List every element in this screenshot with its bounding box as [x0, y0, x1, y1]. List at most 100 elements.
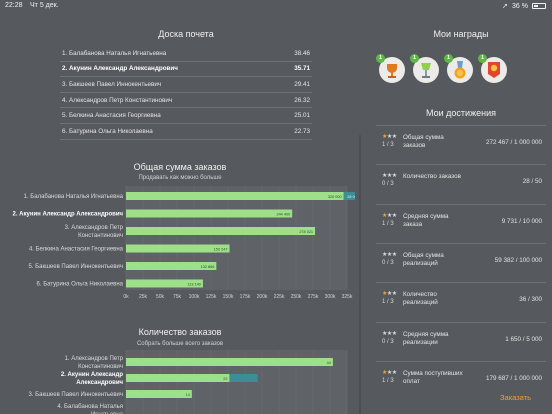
award-count: 1 [478, 54, 487, 63]
achievement-value: 272 467 / 1 000 000 [485, 139, 542, 146]
honor-row: 4. Александров Петр Константинович 26.32 [60, 93, 312, 109]
achievement-item[interactable]: ★★★ 1 / 3 Количество реализаций 36 / 300 [376, 282, 546, 321]
achievement-name: Общая сумма реализаций [403, 251, 444, 267]
honor-score: 35.71 [294, 65, 310, 73]
achievements-title: Мои достижения [426, 108, 496, 118]
data-label: 320 000 [328, 195, 342, 199]
achievement-item[interactable]: ★★★ 0 / 3 Средняя сумма реализации 1 650 / … [376, 321, 546, 361]
data-label: 244 400 [276, 212, 290, 216]
achievement-progress: 1 / 3 [382, 142, 394, 148]
data-label: 14 [186, 393, 190, 397]
award-gold-cup[interactable]: 1 [376, 54, 405, 83]
battery-percent: 36 % [512, 2, 528, 10]
honor-name: 4. Александров Петр Константинович [62, 96, 173, 104]
data-label: 22 [223, 377, 227, 381]
honor-score: 22.73 [294, 127, 310, 135]
honor-name: 5. Белкина Анастасия Георгиевна [62, 112, 161, 120]
honor-row: 3. Бакшеев Павел Иннокентьевич 29.41 [60, 77, 312, 93]
achievement-item[interactable]: ★★★ 1 / 3 Общая сумма заказов 272 467 / 1 0… [376, 125, 546, 164]
redeem-button[interactable]: Заказать [500, 393, 532, 402]
chart1-subtitle: Продавать как можно больше [138, 175, 222, 181]
tick-label: 100k [189, 294, 200, 300]
plot-area [126, 186, 347, 290]
achievement-value: 59 382 / 100 000 [494, 256, 542, 264]
star-rating-icon: ★★★ [382, 173, 397, 180]
honor-score: 25.01 [294, 112, 310, 120]
chart1-title: Общая сумма заказов [133, 162, 227, 172]
achievement-value: 9 731 / 10 000 [501, 217, 542, 225]
category-label: 1. Александров Петр [65, 356, 124, 362]
achievement-progress: 1 / 3 [382, 377, 394, 384]
data-label: 113 140 [187, 282, 200, 286]
bar [126, 262, 217, 270]
status-right: ➚ 36 % [502, 2, 546, 10]
tick-label: 325k [342, 294, 353, 300]
gold-medal-icon [454, 61, 466, 79]
award-silver-cup[interactable]: 1 [410, 54, 439, 83]
tick-label: 75k [173, 294, 182, 300]
achievement-item[interactable]: ★★★ 1 / 3 Средняя сумма заказа 9 731 / 10 0… [376, 203, 546, 243]
tick-label: 250k [291, 294, 302, 300]
bar [126, 244, 230, 253]
tick-label: 275k [308, 294, 319, 300]
honor-row: 6. Батурина Ольга Николаевна 22.73 [60, 124, 312, 140]
honor-row: 2. Акунин Александр Александрович 35.71 [60, 62, 312, 78]
tick-label: 125k [206, 294, 217, 300]
category-label: 3. Бакшеев Павел Иннокентьевич [29, 392, 123, 398]
star-rating-icon: ★★★ [382, 212, 397, 219]
achievement-item[interactable]: ★★★ 0 / 3 Количество заказов 28 / 50 [376, 164, 546, 203]
category-label: Константинович [78, 364, 123, 370]
bar-extra [229, 374, 258, 382]
category-label: 2. Акунин Александр Александрович [13, 212, 124, 218]
status-date: Чт 5 дек. [30, 2, 59, 9]
honor-score: 29.41 [294, 80, 310, 88]
tick-label: 0k [123, 294, 129, 300]
status-bar: 22:28 Чт 5 дек. ➚ 36 % [0, 0, 552, 12]
tick-label: 175k [240, 294, 251, 300]
award-count: 1 [444, 54, 453, 63]
bar-extra [343, 192, 355, 200]
achievement-name: Сумма поступивших оплат [403, 369, 463, 385]
achievement-value: 179 687 / 1 000 000 [485, 374, 542, 382]
tick-label: 25k [139, 294, 148, 300]
award-ribbon-medal[interactable]: 1 [478, 54, 507, 83]
category-label: Игнатьевна [91, 412, 124, 414]
achievement-progress: 1 / 3 [382, 220, 394, 227]
category-label: 2. Акунин Александр [61, 372, 123, 378]
data-label: 278 021 [299, 230, 313, 234]
chart-order-count: 1. Александров Петр Константинович 44 2. Ак… [29, 350, 348, 414]
tick-label: 225k [274, 294, 285, 300]
bar [126, 390, 192, 398]
honor-title: Доска почета [158, 29, 214, 39]
award-gold-medal[interactable]: 1 [444, 54, 473, 83]
star-rating-icon: ★★★ [382, 251, 397, 258]
honor-score: 26.32 [294, 96, 310, 104]
category-label: 3. Александров Петр [65, 225, 124, 231]
achievement-item[interactable]: ★★★ 0 / 3 Общая сумма реализаций 59 382 / 1… [376, 242, 546, 282]
achievement-progress: 0 / 3 [382, 181, 394, 188]
category-label: 1. Балабанова Наталья Игнатьевна [24, 194, 124, 200]
battery-icon [532, 3, 546, 9]
bar [126, 192, 344, 200]
location-icon: ➚ [502, 3, 509, 10]
achievement-item[interactable]: ★★★ 1 / 3 Сумма поступивших оплат 179 687 /… [376, 360, 546, 400]
tick-label: 300k [325, 294, 336, 300]
achievement-name: Количество заказов [403, 173, 461, 181]
awards-title: Мои награды [433, 29, 489, 39]
achievement-name: Средняя сумма реализации [403, 330, 449, 346]
achievement-name: Количество реализаций [403, 291, 438, 307]
tick-label: 50k [156, 294, 165, 300]
chart-total-orders: 1. Балабанова Наталья Игнатьевна 320 000 2… [13, 186, 355, 300]
tick-label: 200k [257, 294, 268, 300]
category-label: Александрович [76, 380, 123, 386]
status-time: 22:28 [5, 2, 23, 9]
star-rating-icon: ★★★ [382, 291, 397, 298]
achievement-progress: 1 / 3 [382, 299, 394, 306]
award-count: 1 [376, 54, 385, 63]
gold-cup-icon [387, 64, 397, 78]
achievement-name: Средняя сумма заказа [403, 212, 449, 228]
category-label: Константинович [78, 233, 123, 239]
chart2-title: Количество заказов [138, 327, 222, 337]
data-label: 28 000 [347, 195, 355, 199]
data-label: 44 [327, 361, 331, 365]
